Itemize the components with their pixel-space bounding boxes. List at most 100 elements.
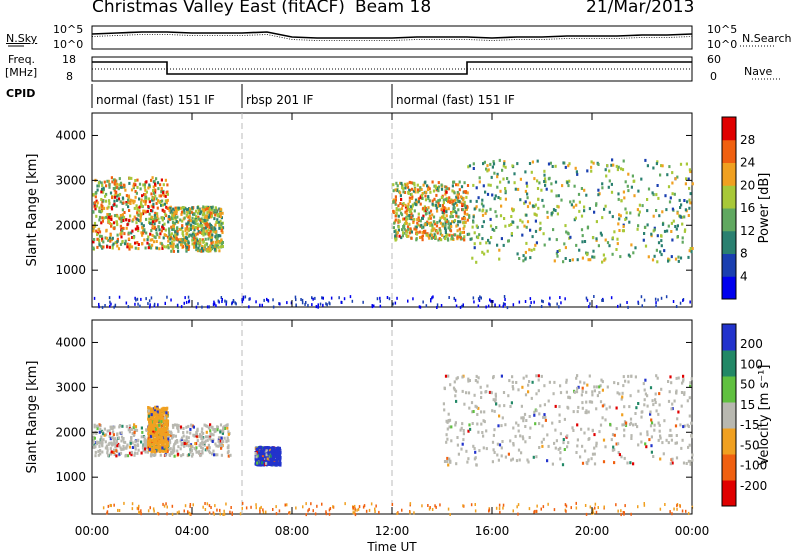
noise-cell: [490, 299, 492, 303]
echo-cell: [451, 237, 454, 240]
echo-cell: [522, 416, 525, 420]
echo-cell: [463, 224, 466, 228]
echo-cell: [149, 221, 152, 225]
echo-cell: [204, 208, 207, 212]
echo-cell: [156, 206, 159, 210]
echo-cell: [151, 216, 154, 219]
echo-cell: [410, 230, 413, 234]
echo-cell: [105, 228, 108, 232]
echo-cell: [144, 450, 147, 454]
echo-cell: [465, 449, 468, 453]
echo-cell: [130, 453, 133, 457]
echo-cell: [495, 226, 498, 229]
echo-cell: [441, 233, 444, 237]
echo-cell: [637, 443, 640, 447]
echo-cell: [196, 439, 199, 443]
noise-cell: [556, 302, 558, 306]
noise-cell: [163, 504, 166, 508]
echo-cell: [510, 232, 513, 235]
echo-cell: [407, 208, 410, 212]
echo-cell: [272, 451, 276, 455]
echo-cell: [570, 203, 573, 207]
echo-cell: [212, 229, 215, 233]
echo-cell: [443, 211, 446, 215]
nave-tick-bottom: 0: [710, 70, 717, 83]
echo-cell: [586, 226, 589, 230]
echo-cell: [601, 380, 604, 384]
echo-cell: [263, 452, 267, 455]
echo-cell: [417, 200, 420, 204]
echo-cell: [542, 415, 545, 419]
echo-cell: [269, 454, 272, 458]
echo-cell: [508, 379, 511, 383]
echo-cell: [434, 184, 437, 188]
echo-cell: [136, 207, 139, 211]
noise-cell: [201, 305, 203, 309]
echo-cell: [407, 202, 410, 206]
noise-cell: [117, 508, 119, 512]
echo-cell: [655, 374, 658, 378]
echo-cell: [504, 197, 507, 201]
echo-cell: [227, 432, 230, 436]
echo-cell: [133, 199, 136, 203]
echo-cell: [136, 241, 139, 245]
noise-cell: [262, 510, 265, 514]
echo-cell: [108, 182, 111, 186]
echo-cell: [195, 446, 198, 450]
echo-cell: [599, 231, 602, 235]
echo-cell: [105, 192, 108, 196]
noise-cell: [166, 295, 168, 299]
echo-cell: [528, 201, 531, 205]
echo-cell: [688, 249, 691, 253]
echo-cell: [257, 454, 260, 458]
noise-cell: [374, 507, 376, 511]
echo-cell: [581, 386, 584, 390]
echo-cell: [423, 181, 426, 185]
echo-cell: [221, 241, 224, 244]
noise-cell: [278, 302, 280, 306]
echo-cell: [205, 214, 209, 218]
noise-cell: [518, 300, 521, 304]
echo-cell: [160, 418, 163, 422]
echo-cell: [523, 224, 526, 228]
echo-cell: [455, 195, 458, 199]
echo-cell: [95, 214, 98, 218]
echo-cell: [152, 189, 155, 192]
echo-cell: [441, 211, 444, 214]
echo-cell: [416, 183, 419, 187]
echo-cell: [153, 417, 156, 421]
echo-cell: [157, 217, 160, 221]
echo-cell: [221, 221, 224, 225]
echo-cell: [586, 383, 589, 387]
echo-cell: [157, 225, 160, 229]
echo-cell: [166, 192, 169, 196]
echo-cell: [689, 192, 692, 196]
echo-cell: [140, 440, 143, 444]
echo-cell: [433, 197, 436, 201]
echo-cell: [535, 392, 538, 396]
echo-cell: [415, 227, 418, 230]
echo-cell: [550, 182, 553, 186]
echo-cell: [519, 434, 522, 438]
echo-cell: [624, 218, 627, 221]
noise-cell: [447, 507, 450, 511]
echo-cell: [187, 246, 190, 250]
echo-cell: [441, 215, 444, 219]
echo-cell: [101, 216, 104, 220]
noise-cell: [202, 505, 204, 509]
echo-cell: [624, 207, 627, 211]
noise-cell: [657, 298, 659, 302]
echo-cell: [195, 209, 198, 213]
echo-cell: [128, 247, 131, 251]
echo-cell: [629, 394, 632, 398]
echo-cell: [210, 227, 213, 231]
echo-cell: [559, 432, 562, 436]
echo-cell: [152, 191, 156, 195]
echo-cell: [517, 423, 520, 427]
echo-cell: [151, 417, 154, 421]
echo-cell: [111, 442, 114, 446]
echo-cell: [414, 198, 418, 202]
echo-cell: [175, 439, 179, 442]
echo-cell: [461, 442, 464, 446]
noise-cell: [208, 504, 211, 508]
